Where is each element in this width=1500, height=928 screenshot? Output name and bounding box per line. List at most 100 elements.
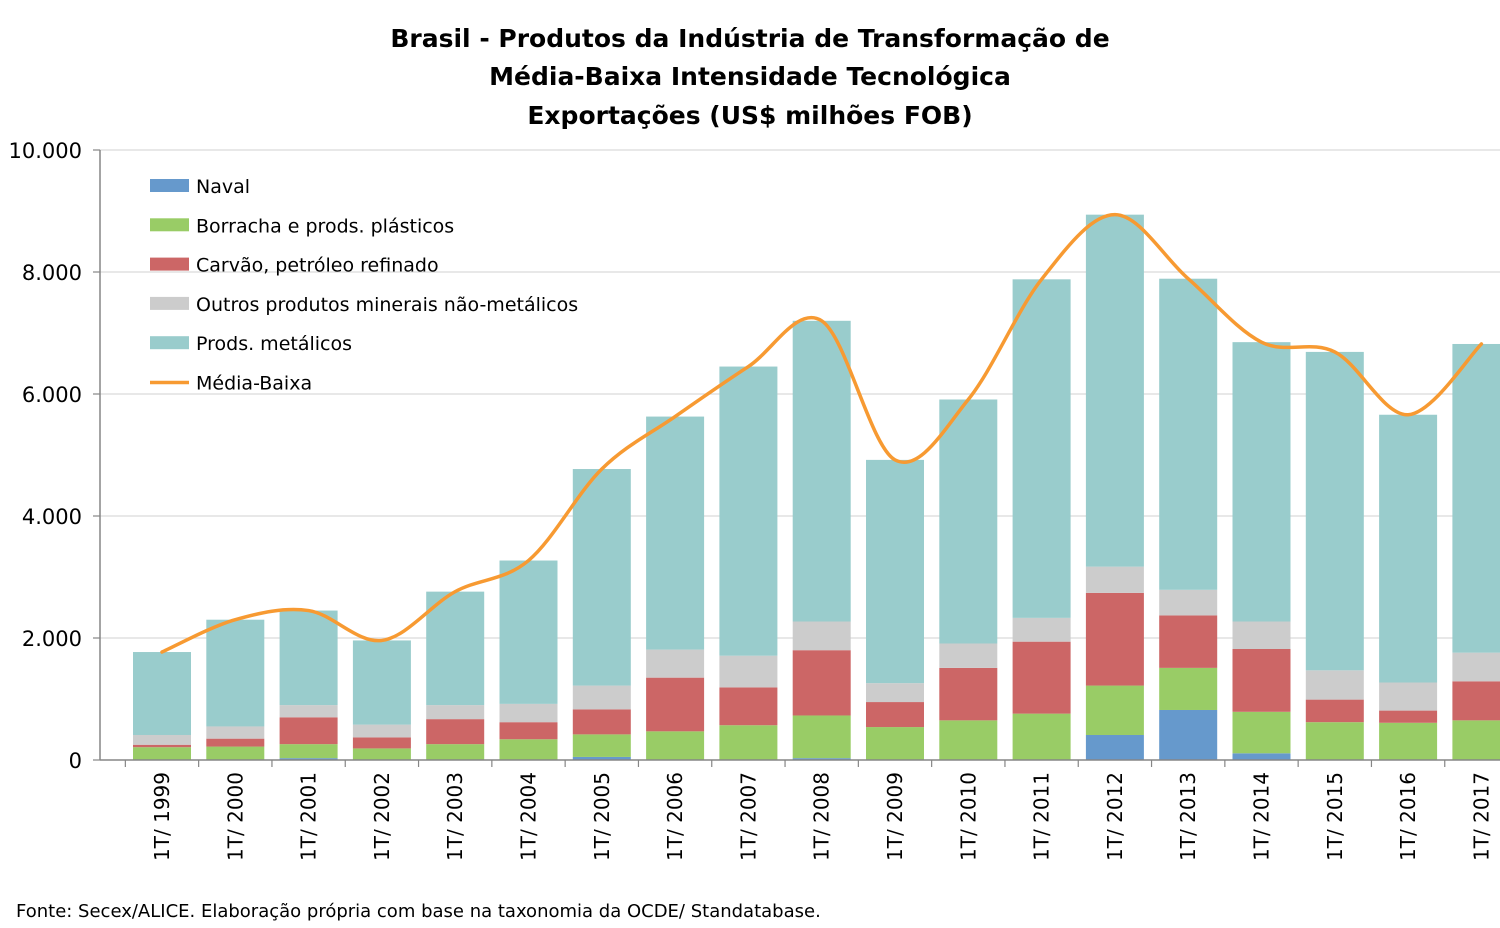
bar-borracha-e-prods-plasticos (1085, 685, 1144, 735)
bar-outros-produtos-minerais-nao-metalicos (279, 705, 338, 718)
media-baixa-line (160, 212, 1484, 654)
bar-borracha-e-prods-plasticos (792, 715, 851, 759)
y-tick-label: 2.000 (22, 627, 82, 651)
bar-borracha-e-prods-plasticos (352, 748, 411, 760)
chart-title-line-3: Exportações (US$ milhões FOB) (527, 101, 972, 130)
bar-naval (279, 758, 338, 760)
bar-outros-produtos-minerais-nao-metalicos (499, 703, 558, 723)
bar-prods-metalicos (1379, 414, 1438, 683)
bar-outros-produtos-minerais-nao-metalicos (1012, 617, 1071, 642)
bar-outros-produtos-minerais-nao-metalicos (1452, 652, 1500, 682)
bar-prods-metalicos (206, 619, 265, 727)
bar-prods-metalicos (1012, 279, 1071, 618)
bar-prods-metalicos (939, 399, 998, 644)
bar-carvao-petroleo-refinado (1159, 615, 1218, 668)
bar-borracha-e-prods-plasticos (1452, 720, 1500, 760)
bar-outros-produtos-minerais-nao-metalicos (1305, 670, 1364, 700)
bar-outros-produtos-minerais-nao-metalicos (939, 643, 998, 668)
bar-prods-metalicos (1159, 278, 1218, 590)
y-tick-label: 0 (69, 749, 82, 773)
media-baixa-line-group (160, 212, 1484, 654)
bar-outros-produtos-minerais-nao-metalicos (352, 724, 411, 738)
x-tick-label: 1T/ 2002 (370, 772, 394, 861)
bar-prods-metalicos (279, 610, 338, 706)
bar-outros-produtos-minerais-nao-metalicos (719, 655, 778, 688)
bar-prods-metalicos (1085, 214, 1144, 567)
legend-swatch-carvao-petroleo-refinado (150, 257, 189, 271)
bar-outros-produtos-minerais-nao-metalicos (866, 683, 924, 703)
bar-naval (1232, 753, 1291, 760)
bar-outros-produtos-minerais-nao-metalicos (426, 705, 485, 720)
bar-outros-produtos-minerais-nao-metalicos (1085, 566, 1144, 593)
y-tick-label: 10.000 (9, 139, 82, 163)
legend-label: Naval (196, 176, 250, 198)
bar-carvao-petroleo-refinado (719, 687, 778, 726)
bar-carvao-petroleo-refinado (1305, 699, 1364, 723)
y-axis-ticks: 0 2.000 4.000 6.000 8.000 10.000 (9, 139, 100, 773)
bar-borracha-e-prods-plasticos (939, 720, 998, 760)
bars (133, 214, 1500, 760)
bar-carvao-petroleo-refinado (1232, 648, 1291, 712)
bar-borracha-e-prods-plasticos (426, 744, 485, 760)
bar-carvao-petroleo-refinado (572, 709, 631, 735)
bar-carvao-petroleo-refinado (279, 717, 338, 745)
legend-label: Borracha e prods. plásticos (196, 215, 454, 237)
x-tick-label: 1T/ 2015 (1323, 772, 1347, 861)
legend-swatch-outros-produtos-minerais-nao-metalicos (150, 296, 189, 310)
bar-carvao-petroleo-refinado (939, 667, 998, 721)
x-tick-label: 1T/ 2004 (517, 772, 541, 861)
bar-prods-metalicos (719, 366, 778, 656)
bar-outros-produtos-minerais-nao-metalicos (646, 649, 705, 678)
chart-title-line-1: Brasil - Produtos da Indústria de Transf… (390, 24, 1109, 53)
x-tick-label: 1T/ 2017 (1469, 772, 1493, 861)
bar-prods-metalicos (426, 591, 485, 706)
bar-carvao-petroleo-refinado (499, 722, 558, 740)
bar-borracha-e-prods-plasticos (866, 727, 924, 760)
x-tick-label: 1T/ 2009 (883, 772, 907, 861)
x-tick-label: 1T/ 2003 (443, 772, 467, 861)
legend-label: Carvão, petróleo refinado (196, 255, 439, 277)
bar-prods-metalicos (1232, 342, 1291, 622)
bar-carvao-petroleo-refinado (426, 719, 485, 745)
bar-outros-produtos-minerais-nao-metalicos (572, 685, 631, 710)
bar-prods-metalicos (866, 459, 924, 684)
bar-outros-produtos-minerais-nao-metalicos (1232, 621, 1291, 649)
bar-borracha-e-prods-plasticos (1305, 722, 1364, 760)
bar-prods-metalicos (352, 640, 411, 725)
bar-borracha-e-prods-plasticos (1012, 713, 1071, 760)
legend-swatch-prods-metalicos (150, 336, 189, 350)
bar-carvao-petroleo-refinado (1085, 592, 1144, 686)
bar-carvao-petroleo-refinado (646, 677, 705, 732)
legend-label: Outros produtos minerais não-metálicos (196, 294, 578, 316)
bar-prods-metalicos (572, 469, 631, 686)
bar-prods-metalicos (646, 416, 705, 650)
bar-naval (792, 758, 851, 760)
x-tick-label: 1T/ 1999 (150, 772, 174, 861)
legend-swatch-borracha-e-prods-plasticos (150, 218, 189, 232)
bar-borracha-e-prods-plasticos (1379, 722, 1438, 760)
bar-prods-metalicos (133, 652, 191, 735)
bar-borracha-e-prods-plasticos (499, 739, 558, 760)
bar-prods-metalicos (792, 320, 851, 622)
bar-borracha-e-prods-plasticos (1232, 711, 1291, 754)
y-tick-label: 4.000 (22, 505, 82, 529)
bar-borracha-e-prods-plasticos (279, 744, 338, 759)
chart-title: Brasil - Produtos da Indústria de Transf… (390, 24, 1109, 130)
bar-prods-metalicos (1452, 343, 1500, 653)
x-tick-label: 1T/ 2000 (223, 772, 247, 861)
x-axis-ticks: 1T/ 1999 1T/ 2000 1T/ 2001 1T/ 2002 1T/ 2003… (124, 760, 1493, 861)
bar-carvao-petroleo-refinado (352, 737, 411, 749)
bar-borracha-e-prods-plasticos (719, 725, 778, 760)
legend: Naval Borracha e prods. plásticos Carvão, … (150, 176, 578, 395)
bar-borracha-e-prods-plasticos (206, 746, 265, 760)
axes (99, 150, 1500, 761)
x-tick-label: 1T/ 2013 (1176, 772, 1200, 861)
bar-carvao-petroleo-refinado (1012, 641, 1071, 714)
bar-outros-produtos-minerais-nao-metalicos (1159, 589, 1218, 616)
bar-outros-produtos-minerais-nao-metalicos (206, 726, 265, 739)
legend-swatch-naval (150, 179, 189, 192)
x-tick-label: 1T/ 2006 (663, 772, 687, 861)
source-note: Fonte: Secex/ALICE. Elaboração própria c… (16, 901, 821, 922)
bar-naval (572, 756, 631, 760)
